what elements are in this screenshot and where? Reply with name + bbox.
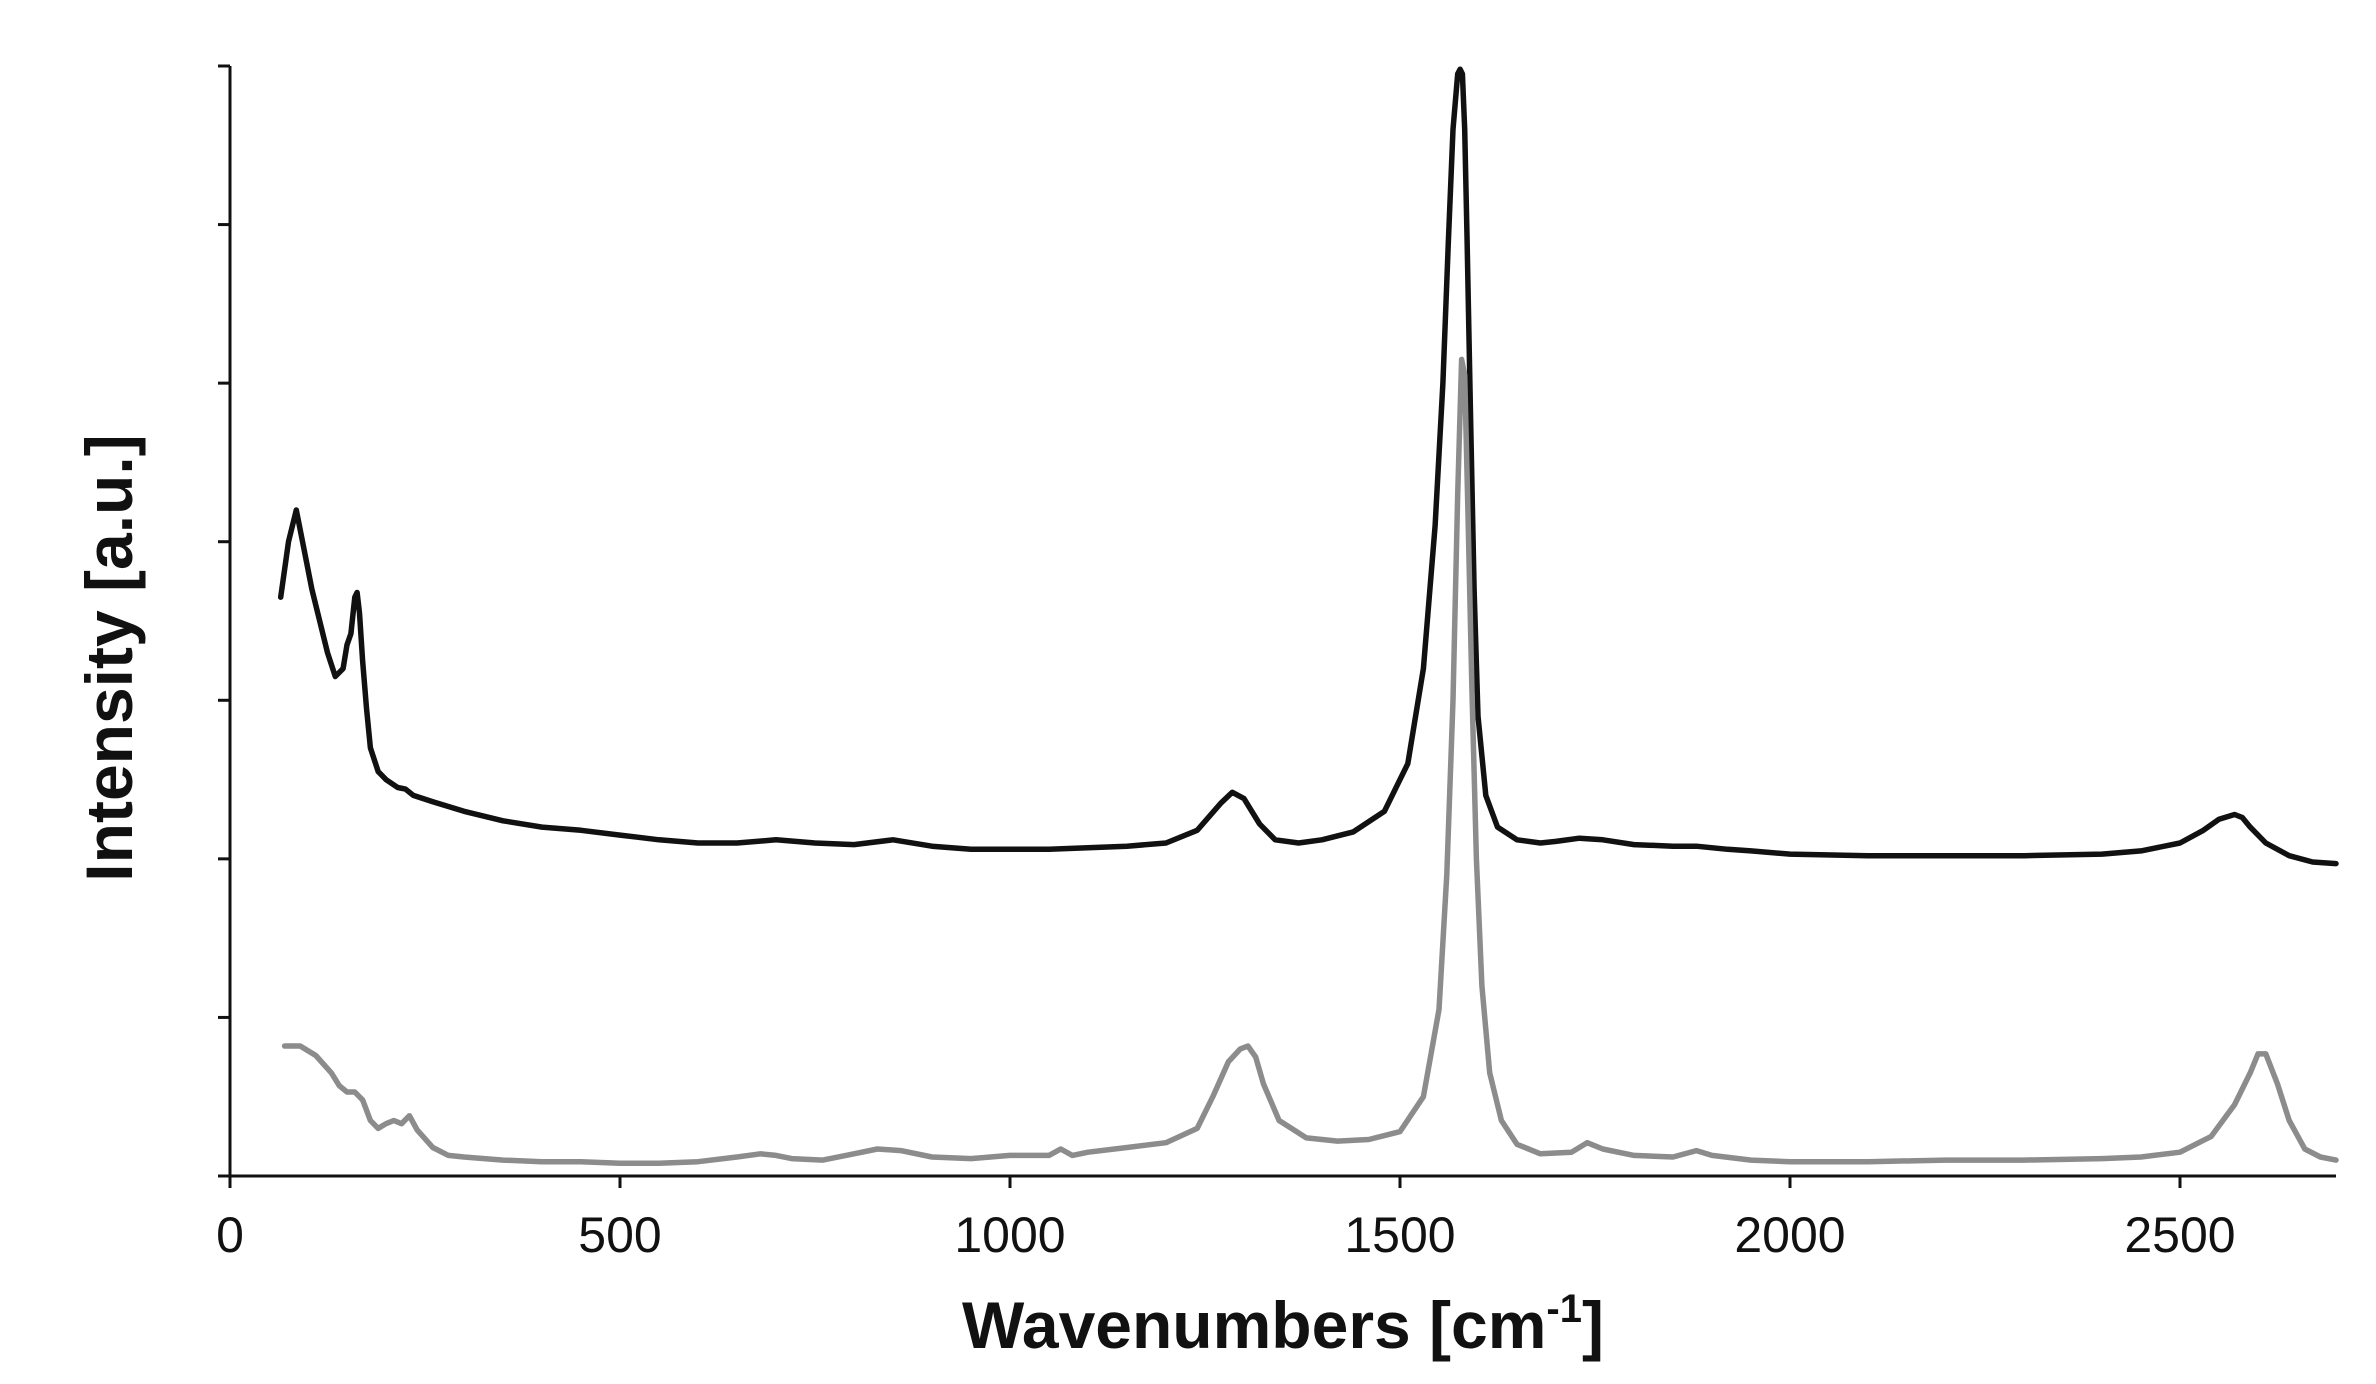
series-layer xyxy=(277,66,2339,1167)
x-tick-label-4: 2000 xyxy=(1734,1207,1845,1263)
x-tick-label-3: 1500 xyxy=(1344,1207,1455,1263)
x-tick-label-5: 2500 xyxy=(2124,1207,2235,1263)
plot-area: 0 500 1000 1500 2000 2500 xyxy=(216,64,2339,1263)
x-axis-ticks: 0 500 1000 1500 2000 2500 xyxy=(216,1176,2236,1263)
x-tick-label-0: 0 xyxy=(216,1207,244,1263)
x-axis-title: Wavenumbers [cm-1] xyxy=(962,1287,1604,1362)
y-axis-ticks xyxy=(218,64,230,1178)
spectrum-line-2 xyxy=(281,356,2339,1167)
x-tick-label-1: 500 xyxy=(578,1207,661,1263)
y-axis-title: Intensity [a.u.] xyxy=(72,434,146,881)
x-tick-label-2: 1000 xyxy=(954,1207,1065,1263)
spectrum-line-1 xyxy=(277,66,2339,867)
